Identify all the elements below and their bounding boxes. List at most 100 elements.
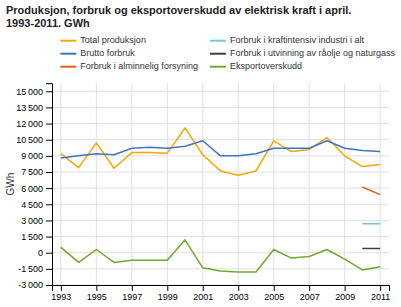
series-line	[61, 240, 380, 272]
tick-label: 0	[38, 248, 43, 258]
y-axis-label: GWh	[5, 173, 16, 196]
grid-line-x	[238, 83, 239, 285]
tick-label: 1997	[122, 292, 142, 302]
tick-mark	[46, 220, 52, 221]
tick-label: 1999	[158, 292, 178, 302]
legend-item: Forbruk i utvinning av råolje og naturga…	[210, 48, 396, 58]
legend-item: Forbruk i kraftintensiv industri i alt	[210, 35, 365, 45]
tick-mark	[167, 285, 168, 291]
tick: 2001	[193, 285, 213, 302]
tick-label: 3 000	[21, 216, 43, 226]
tick-label: 2003	[229, 292, 249, 302]
legend-swatch	[60, 53, 76, 55]
tick: 1993	[51, 285, 71, 302]
tick-label: 4 500	[21, 200, 43, 210]
legend-item: Forbruk i alminnelig forsyning	[60, 61, 198, 71]
grid-line-x	[344, 83, 345, 285]
series-line	[362, 187, 380, 195]
tick-mark	[46, 188, 52, 189]
tick: 2003	[229, 285, 249, 302]
legend-swatch	[210, 53, 226, 55]
tick-mark	[46, 124, 52, 125]
series-line	[362, 223, 380, 225]
tick-mark	[238, 285, 239, 291]
tick: 2005	[264, 285, 284, 302]
legend-item: Brutto forbruk	[60, 48, 135, 58]
grid-line-x	[273, 83, 274, 285]
tick-mark	[46, 285, 52, 286]
tick-label: 2011	[371, 292, 390, 302]
grid-line-x	[202, 83, 203, 285]
grid-line-x	[131, 83, 132, 285]
tick: 13 500	[16, 103, 52, 113]
tick: 4 500	[21, 200, 52, 210]
tick: 2009	[335, 285, 355, 302]
grid-line-y	[52, 268, 389, 269]
tick-mark	[46, 107, 52, 108]
tick-label: 15 000	[16, 87, 43, 97]
grid-line-y	[52, 236, 389, 237]
tick-label: 2001	[193, 292, 213, 302]
chart-container: Produksjon, forbruk og eksportoverskudd …	[0, 0, 401, 307]
tick: 1 500	[21, 232, 52, 242]
y-axis: -3 000 -1 500 0 1 500 3 000 4 500 6 000 7 500 9 …	[16, 84, 52, 291]
grid-line-x	[380, 83, 381, 285]
legend-swatch	[210, 66, 226, 68]
tick: 15 000	[16, 87, 52, 97]
tick-mark	[46, 140, 52, 141]
tick-label: -1 500	[18, 264, 43, 274]
tick-mark	[46, 172, 52, 173]
tick-mark	[46, 204, 52, 205]
tick-mark	[61, 285, 62, 291]
tick: 2007	[300, 285, 320, 302]
legend-item: Total produksjon	[60, 35, 146, 45]
tick-mark	[345, 285, 346, 291]
tick: 9 000	[21, 151, 52, 161]
tick-mark	[46, 269, 52, 270]
legend-swatch	[60, 66, 76, 68]
legend-label: Total produksjon	[80, 35, 146, 45]
tick-mark	[46, 237, 52, 238]
grid-line-x	[167, 83, 168, 285]
tick-label: 1993	[51, 292, 71, 302]
tick: 6 000	[21, 184, 52, 194]
grid-line-x	[60, 83, 61, 285]
tick-mark	[132, 285, 133, 291]
tick-mark	[46, 253, 52, 254]
legend-swatch	[60, 40, 76, 42]
grid-line-y	[52, 252, 389, 253]
series-line	[61, 128, 380, 175]
grid	[52, 83, 389, 285]
tick-label: 12 000	[16, 119, 43, 129]
title-line: Produksjon, forbruk og eksportoverskudd …	[6, 4, 351, 16]
legend-label: Eksportoverskudd	[230, 61, 302, 71]
title: Produksjon, forbruk og eksportoverskudd …	[6, 4, 351, 29]
tick-label: 2009	[335, 292, 355, 302]
tick-mark	[96, 285, 97, 291]
tick: 1997	[122, 285, 142, 302]
tick: 7 500	[21, 167, 52, 177]
tick-label: 9 000	[21, 151, 43, 161]
tick-mark	[309, 285, 310, 291]
title-line: 1993-2011. GWh	[6, 17, 90, 29]
tick: -1 500	[18, 264, 52, 274]
tick: 2011	[371, 285, 390, 302]
grid-line-x	[96, 83, 97, 285]
x-axis: 1993199519971999200120032005200720092011	[51, 285, 390, 302]
tick: -3 000	[18, 280, 52, 290]
series-line	[362, 248, 380, 250]
series-line	[61, 141, 380, 158]
chart-svg: Produksjon, forbruk og eksportoverskudd …	[0, 0, 401, 307]
tick: 10 500	[16, 135, 52, 145]
legend: Total produksjon Brutto forbruk Forbruk i …	[60, 35, 395, 71]
legend-label: Forbruk i alminnelig forsyning	[80, 61, 198, 71]
axis-line	[53, 286, 390, 292]
tick: 3 000	[21, 216, 52, 226]
tick-mark	[46, 91, 52, 92]
tick-label: 2005	[264, 292, 284, 302]
grid-line-y	[52, 123, 389, 124]
legend-swatch	[210, 40, 226, 42]
tick-label: 2007	[300, 292, 320, 302]
legend-label: Forbruk i utvinning av råolje og naturga…	[230, 48, 396, 58]
tick-label: 7 500	[21, 167, 43, 177]
